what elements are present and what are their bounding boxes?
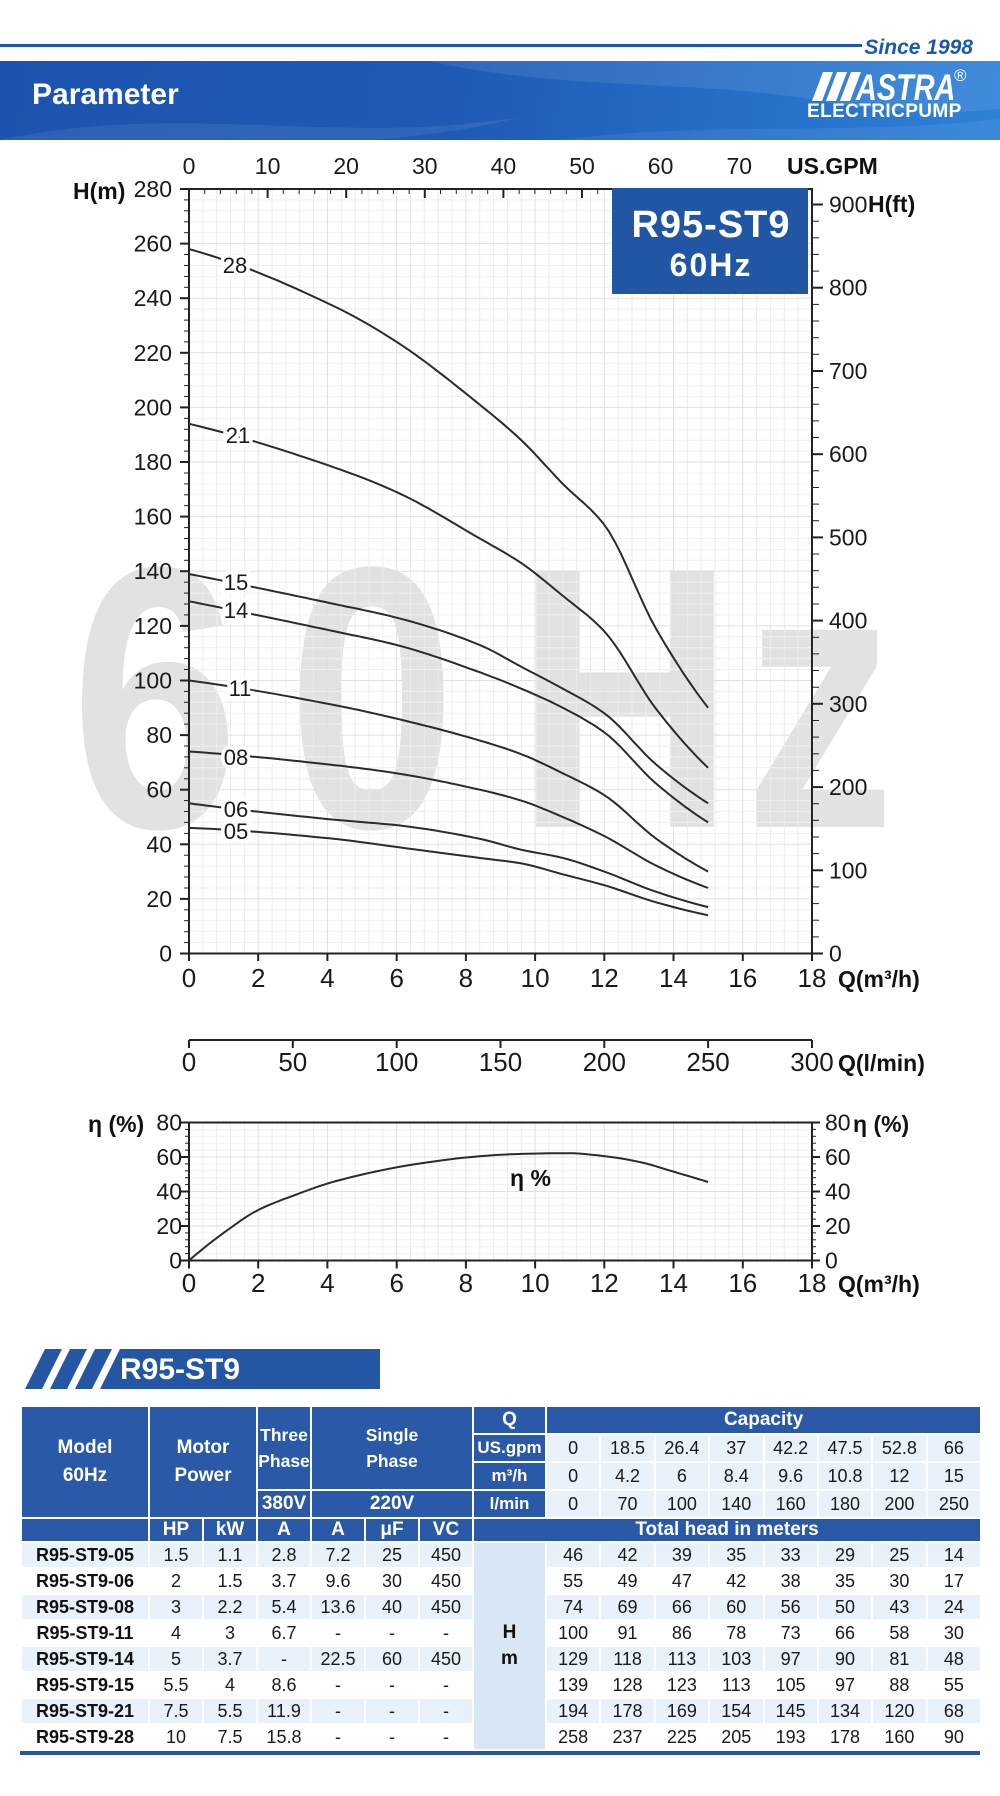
svg-text:0: 0 (159, 941, 172, 967)
svg-text:200: 200 (583, 1047, 626, 1077)
svg-text:30: 30 (412, 153, 438, 179)
svg-text:2: 2 (251, 963, 265, 993)
svg-text:180: 180 (134, 449, 172, 475)
svg-text:ELECTRICPUMP: ELECTRICPUMP (807, 101, 962, 122)
svg-text:16: 16 (728, 963, 757, 993)
svg-text:12: 12 (590, 1268, 619, 1298)
svg-text:2: 2 (251, 1268, 265, 1298)
svg-text:0: 0 (825, 1248, 838, 1274)
svg-text:η (%): η (%) (88, 1111, 144, 1137)
svg-text:280: 280 (134, 176, 172, 202)
svg-text:ASTRA: ASTRA (855, 68, 955, 109)
svg-text:14: 14 (659, 963, 688, 993)
svg-text:28: 28 (223, 253, 247, 278)
svg-text:z: z (744, 489, 895, 906)
svg-text:900: 900 (829, 192, 867, 218)
svg-text:6: 6 (389, 1268, 403, 1298)
svg-text:Q(m³/h): Q(m³/h) (838, 1271, 920, 1297)
svg-text:R95-ST9: R95-ST9 (631, 204, 790, 246)
svg-text:Q(l/min): Q(l/min) (838, 1050, 925, 1076)
svg-text:120: 120 (134, 613, 172, 639)
svg-text:600: 600 (829, 441, 867, 467)
svg-text:8: 8 (459, 963, 473, 993)
svg-text:80: 80 (146, 722, 172, 748)
svg-text:140: 140 (134, 558, 172, 584)
svg-text:4: 4 (320, 963, 334, 993)
svg-text:700: 700 (829, 358, 867, 384)
svg-text:10: 10 (521, 1268, 550, 1298)
svg-text:20: 20 (156, 1213, 182, 1239)
svg-text:0: 0 (183, 153, 196, 179)
svg-text:300: 300 (790, 1047, 833, 1077)
svg-text:60: 60 (146, 777, 172, 803)
svg-text:70: 70 (727, 153, 753, 179)
svg-text:60Hz: 60Hz (670, 247, 753, 283)
svg-text:100: 100 (829, 857, 867, 883)
svg-text:0: 0 (169, 1248, 182, 1274)
svg-text:40: 40 (146, 831, 172, 857)
svg-text:η (%): η (%) (853, 1111, 909, 1137)
svg-text:20: 20 (825, 1213, 851, 1239)
svg-text:300: 300 (829, 691, 867, 717)
svg-text:0: 0 (182, 1268, 196, 1298)
svg-text:η %: η % (510, 1165, 551, 1191)
svg-text:06: 06 (224, 797, 248, 822)
svg-text:40: 40 (825, 1179, 851, 1205)
svg-text:6: 6 (71, 489, 239, 906)
svg-text:0: 0 (829, 941, 842, 967)
svg-text:240: 240 (134, 285, 172, 311)
svg-text:200: 200 (829, 774, 867, 800)
svg-text:18: 18 (798, 1268, 827, 1298)
svg-text:H(m): H(m) (73, 178, 125, 204)
svg-text:100: 100 (134, 668, 172, 694)
svg-text:14: 14 (224, 598, 248, 623)
svg-text:100: 100 (375, 1047, 418, 1077)
svg-text:160: 160 (134, 504, 172, 530)
svg-text:800: 800 (829, 275, 867, 301)
svg-text:21: 21 (226, 423, 250, 448)
svg-text:Q(m³/h): Q(m³/h) (838, 966, 920, 992)
svg-text:08: 08 (224, 745, 248, 770)
svg-text:4: 4 (320, 1268, 334, 1298)
svg-text:250: 250 (686, 1047, 729, 1077)
svg-text:H: H (516, 489, 734, 906)
svg-text:150: 150 (479, 1047, 522, 1077)
svg-text:400: 400 (829, 608, 867, 634)
svg-text:0: 0 (182, 1047, 196, 1077)
svg-text:200: 200 (134, 394, 172, 420)
svg-text:260: 260 (134, 231, 172, 257)
svg-text:16: 16 (728, 1268, 757, 1298)
svg-text:500: 500 (829, 524, 867, 550)
svg-text:14: 14 (659, 1268, 688, 1298)
svg-text:80: 80 (825, 1110, 851, 1136)
svg-text:18: 18 (798, 963, 827, 993)
svg-text:0: 0 (182, 963, 196, 993)
svg-text:10: 10 (521, 963, 550, 993)
svg-text:50: 50 (278, 1047, 307, 1077)
svg-text:20: 20 (146, 886, 172, 912)
svg-text:8: 8 (459, 1268, 473, 1298)
svg-text:H(ft): H(ft) (868, 191, 915, 217)
svg-text:40: 40 (156, 1179, 182, 1205)
svg-text:6: 6 (389, 963, 403, 993)
svg-text:60: 60 (156, 1144, 182, 1170)
svg-text:05: 05 (224, 819, 248, 844)
svg-text:11: 11 (229, 676, 252, 701)
svg-text:10: 10 (255, 153, 281, 179)
svg-text:220: 220 (134, 340, 172, 366)
svg-text:60: 60 (648, 153, 674, 179)
svg-text:50: 50 (569, 153, 595, 179)
svg-text:80: 80 (156, 1110, 182, 1136)
svg-text:15: 15 (224, 570, 248, 595)
svg-text:60: 60 (825, 1144, 851, 1170)
svg-text:40: 40 (491, 153, 517, 179)
svg-text:20: 20 (333, 153, 359, 179)
svg-text:12: 12 (590, 963, 619, 993)
svg-text:R95-ST9: R95-ST9 (120, 1353, 240, 1386)
svg-text:US.GPM: US.GPM (787, 153, 878, 179)
svg-text:®: ® (954, 66, 967, 85)
